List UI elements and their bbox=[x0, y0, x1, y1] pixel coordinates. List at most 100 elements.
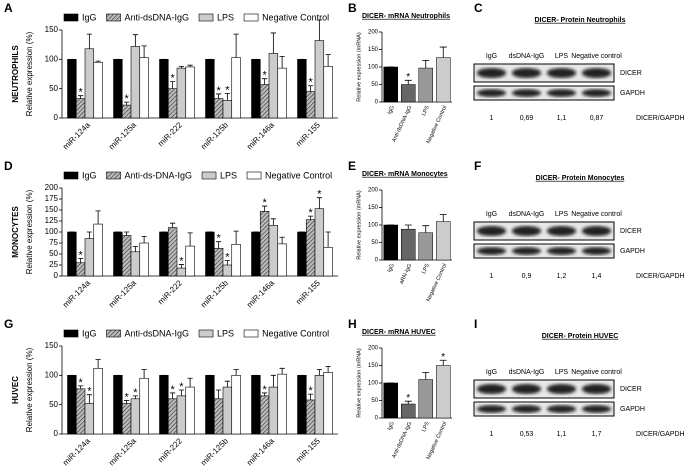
band-label: GAPDH bbox=[620, 248, 645, 255]
y-tick-label: 0 bbox=[375, 258, 379, 264]
significance: * bbox=[262, 384, 267, 396]
bar bbox=[139, 377, 149, 435]
lane-label: Negative control bbox=[571, 211, 622, 218]
significance: * bbox=[441, 352, 445, 363]
significance: * bbox=[308, 77, 313, 89]
y-tick-label: 50 bbox=[49, 249, 58, 258]
significance: * bbox=[262, 197, 267, 209]
bar bbox=[185, 386, 195, 435]
bar bbox=[113, 375, 123, 435]
error-bar bbox=[178, 389, 184, 396]
y-axis-label: Relative expression (mRNA) bbox=[356, 348, 362, 418]
error-bar bbox=[86, 394, 92, 404]
band-label: DICER bbox=[620, 70, 642, 77]
bar bbox=[401, 84, 416, 103]
y-tick-label: 150 bbox=[45, 341, 59, 350]
bar bbox=[176, 267, 187, 277]
significance: * bbox=[225, 252, 230, 264]
bar bbox=[297, 231, 307, 277]
bar bbox=[130, 251, 141, 277]
bar bbox=[176, 395, 187, 435]
ratio-label: DICER/GAPDH bbox=[636, 431, 685, 438]
panel-letter: B bbox=[348, 1, 357, 15]
x-tick-label: miR-155 bbox=[294, 436, 322, 464]
error-bar bbox=[141, 236, 147, 243]
y-tick-label: 0 bbox=[375, 416, 379, 422]
x-tick-label: miR-222 bbox=[156, 278, 184, 306]
blot-band bbox=[546, 67, 577, 79]
bar bbox=[139, 242, 149, 277]
x-tick-label: miR-124a bbox=[61, 278, 92, 309]
error-bar bbox=[422, 225, 430, 233]
y-tick-label: 150 bbox=[368, 47, 379, 53]
panel-letter: H bbox=[348, 317, 357, 331]
bar bbox=[259, 84, 270, 119]
bar bbox=[305, 399, 316, 435]
ratio: 1,2 bbox=[557, 273, 567, 280]
legend-label: Negative Control bbox=[265, 170, 332, 180]
bar bbox=[222, 386, 233, 435]
x-tick-label: IgG bbox=[387, 263, 396, 274]
error-bar bbox=[141, 45, 147, 58]
ratio-label: DICER/GAPDH bbox=[636, 273, 685, 280]
error-bar bbox=[178, 264, 184, 269]
legend-label: Anti-ds-DNA-IgG bbox=[125, 170, 193, 180]
y-axis-label: Relative expression (mRNA) bbox=[356, 32, 362, 102]
bar bbox=[205, 59, 215, 119]
bar bbox=[418, 379, 433, 419]
blot-band bbox=[581, 67, 612, 79]
significance: * bbox=[124, 391, 129, 403]
legend-swatch bbox=[106, 13, 121, 22]
blot-band bbox=[511, 67, 542, 79]
bar bbox=[75, 388, 86, 435]
ratio: 1,1 bbox=[557, 431, 567, 438]
error-bar bbox=[262, 392, 268, 396]
bar bbox=[268, 386, 279, 435]
significance: * bbox=[225, 84, 230, 96]
significance: * bbox=[216, 233, 221, 245]
lane-label: Negative control bbox=[571, 53, 622, 60]
error-bar bbox=[325, 231, 331, 248]
bar bbox=[159, 375, 169, 435]
blot-band bbox=[581, 383, 612, 395]
band-label: DICER bbox=[620, 228, 642, 235]
blot-band bbox=[546, 247, 577, 255]
bar bbox=[268, 225, 279, 277]
bar bbox=[84, 48, 95, 119]
bar bbox=[314, 375, 325, 435]
legend-label: Anti-dsDNA-IgG bbox=[125, 12, 190, 22]
x-tick-label: IgG bbox=[387, 421, 396, 432]
lane-label: LPS bbox=[555, 211, 569, 218]
bar bbox=[121, 235, 132, 277]
error-bar bbox=[86, 33, 92, 49]
bar bbox=[84, 403, 95, 435]
blot-band bbox=[511, 405, 542, 413]
blot-title: DICER- Protein Neutrophils bbox=[534, 17, 625, 24]
y-tick-label: 150 bbox=[45, 25, 59, 34]
y-tick-label: 100 bbox=[45, 54, 59, 63]
blot-band bbox=[581, 225, 612, 237]
y-tick-label: 200 bbox=[368, 30, 379, 36]
blot-band bbox=[581, 89, 612, 97]
bar bbox=[259, 395, 270, 435]
bar bbox=[251, 231, 261, 277]
error-bar bbox=[262, 78, 268, 85]
significance: * bbox=[78, 87, 83, 99]
error-bar bbox=[132, 395, 138, 399]
lane-label: IgG bbox=[486, 211, 497, 218]
blot-band bbox=[546, 89, 577, 97]
legend-label: IgG bbox=[82, 170, 97, 180]
panel-letter: F bbox=[474, 159, 481, 173]
bar bbox=[205, 375, 215, 435]
bar bbox=[176, 67, 187, 119]
error-bar bbox=[279, 367, 285, 375]
error-bar bbox=[124, 400, 130, 404]
y-tick-label: 50 bbox=[49, 400, 58, 409]
x-tick-label: miR-125b bbox=[199, 120, 230, 151]
bar bbox=[130, 46, 141, 119]
blot-band bbox=[511, 383, 542, 395]
group-label: HUVEC bbox=[11, 376, 20, 404]
error-bar bbox=[187, 377, 193, 388]
lane-label: dsDNA-IgG bbox=[509, 211, 545, 218]
